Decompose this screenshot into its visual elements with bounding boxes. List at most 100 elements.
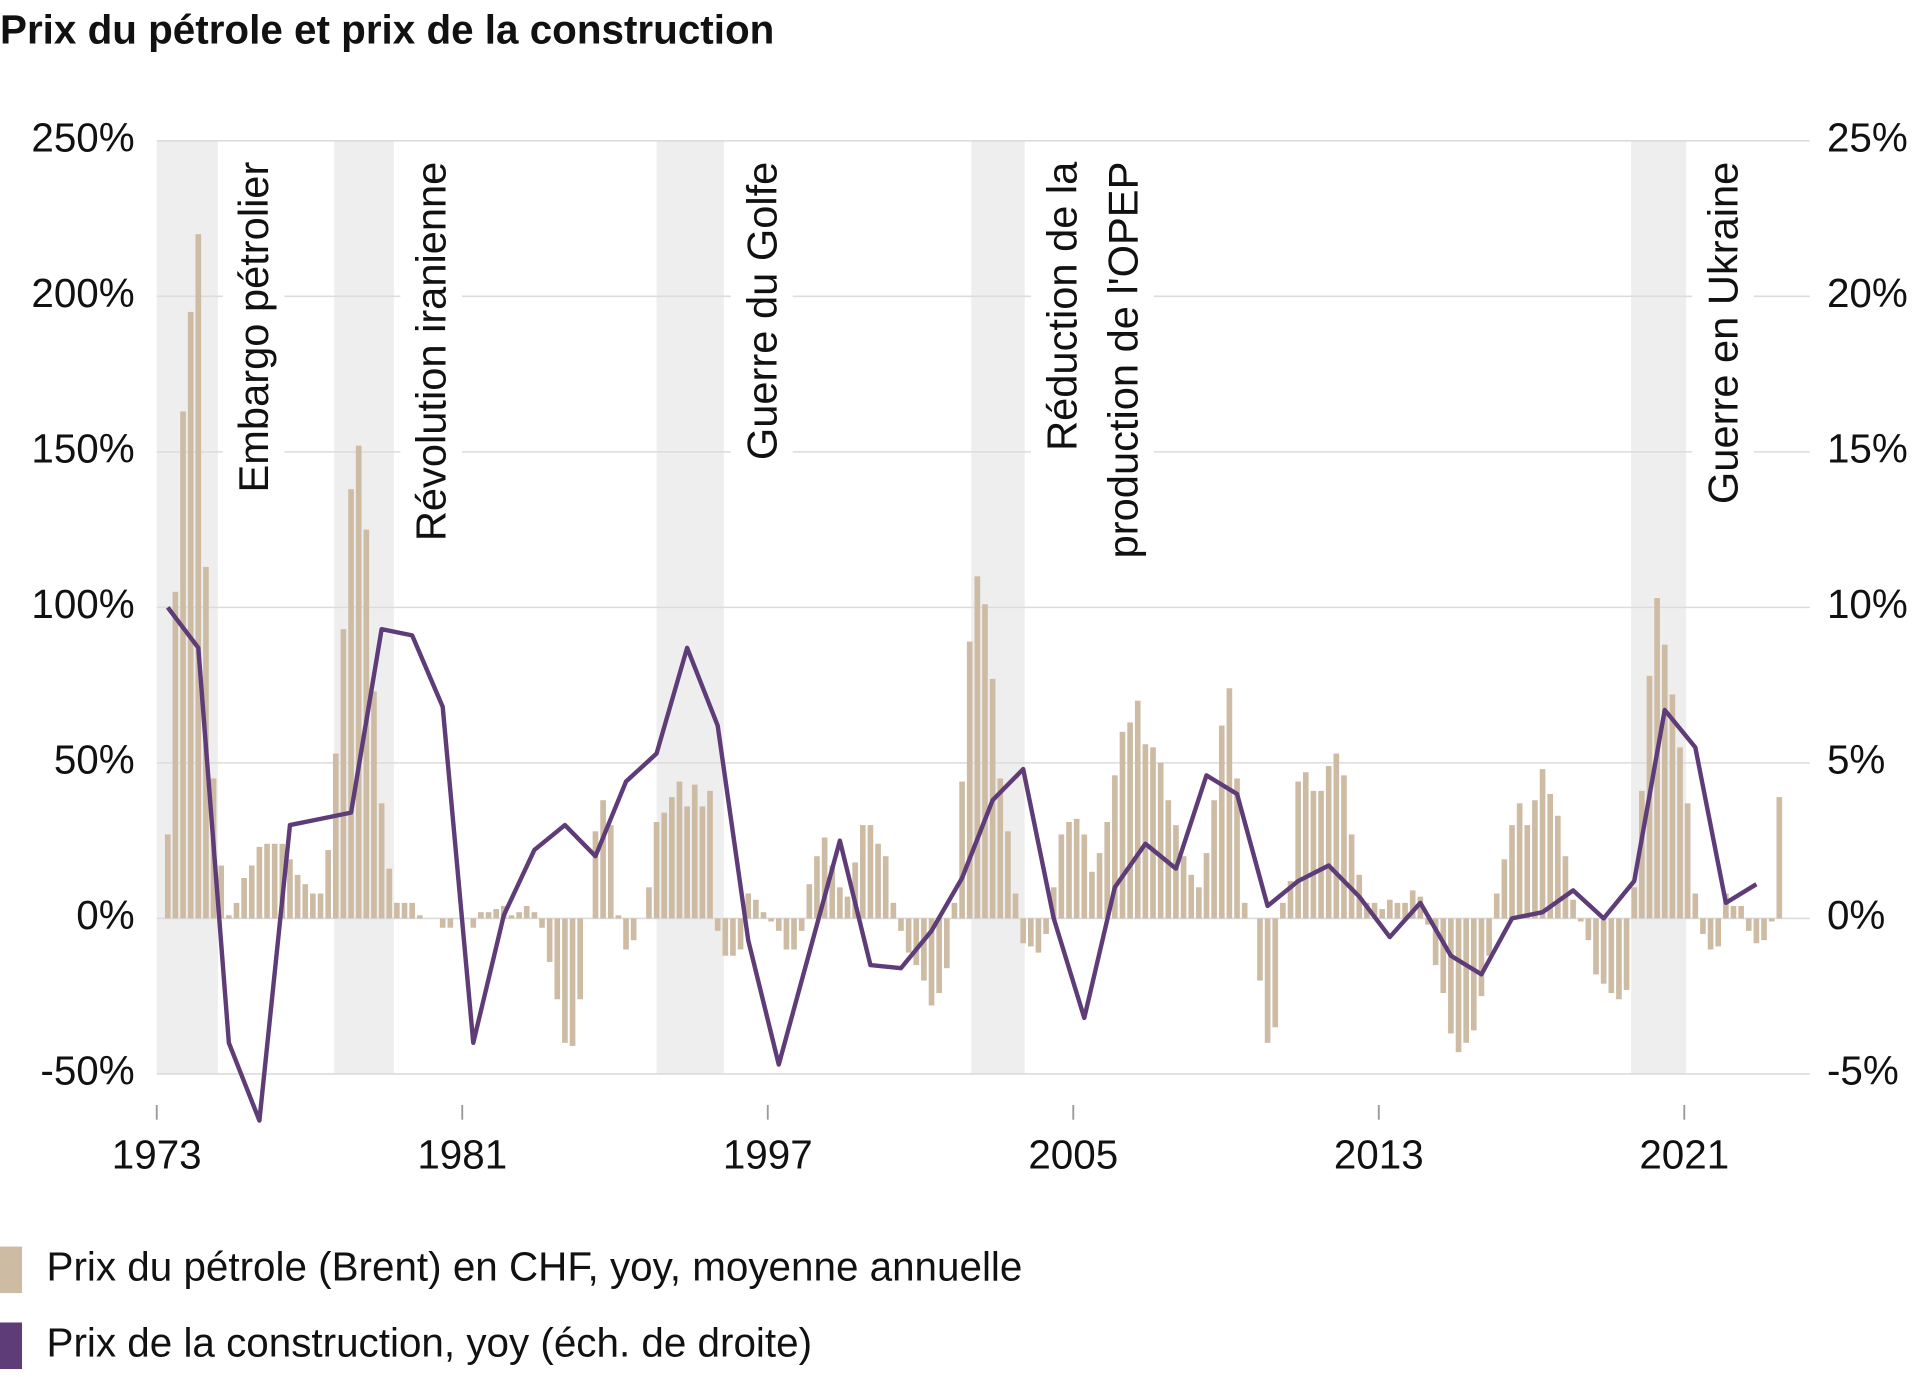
bar: [882, 856, 889, 919]
bar: [1333, 753, 1340, 919]
bar: [1768, 918, 1775, 922]
bar: [1585, 918, 1592, 941]
bar: [1715, 918, 1722, 947]
bar: [943, 918, 950, 969]
bar: [546, 918, 553, 962]
bar: [1501, 859, 1508, 919]
y-tick-label: 0%: [76, 892, 134, 938]
annotation: Révolution iranienne: [400, 149, 463, 554]
bar: [669, 797, 675, 919]
bar: [1295, 781, 1301, 919]
bar: [1234, 778, 1240, 919]
bar: [294, 874, 301, 919]
bar: [1150, 747, 1156, 919]
bar: [1134, 700, 1141, 919]
bar: [1539, 769, 1546, 919]
y2-tick-label: 20%: [1827, 270, 1908, 316]
bar: [1616, 918, 1622, 1000]
bar: [271, 843, 278, 919]
bar: [1066, 821, 1072, 919]
bar: [493, 909, 499, 919]
bar: [1180, 856, 1187, 919]
y2-tick-label: 5%: [1827, 737, 1885, 783]
bar: [646, 887, 652, 919]
annotation-bg: [730, 149, 793, 473]
bar: [814, 856, 820, 919]
bar: [287, 859, 293, 919]
legend-swatch: [0, 1246, 23, 1294]
bar: [1738, 905, 1744, 919]
bar: [1226, 688, 1233, 919]
bar: [1639, 790, 1645, 919]
annotation: Guerre du Golfe: [730, 149, 793, 473]
bar: [394, 902, 400, 919]
bar: [936, 918, 942, 994]
bar: [997, 778, 1004, 919]
y-tick-label: 100%: [31, 581, 134, 627]
bar: [1012, 893, 1019, 919]
bar: [615, 915, 622, 919]
bar: [508, 915, 515, 919]
bar: [859, 825, 866, 919]
bar: [1272, 918, 1279, 1028]
bar: [1005, 831, 1011, 919]
bar: [1112, 775, 1118, 919]
bar: [714, 918, 721, 931]
bar: [1730, 905, 1737, 919]
bar: [753, 899, 759, 919]
bar: [401, 902, 408, 919]
bar: [1478, 918, 1485, 997]
bar: [653, 821, 660, 919]
annotation-bg: [1030, 148, 1093, 464]
bar: [951, 902, 958, 919]
bar: [1188, 874, 1195, 919]
bar: [959, 781, 965, 919]
bar: [1394, 902, 1401, 919]
bar: [1173, 825, 1179, 919]
bar: [1509, 825, 1515, 919]
annotation-bg: [1692, 149, 1754, 517]
bar: [1524, 825, 1531, 919]
bar: [378, 803, 385, 919]
bar: [264, 843, 270, 919]
bar: [1104, 821, 1111, 919]
bar: [1684, 803, 1691, 919]
bar: [791, 918, 797, 950]
bar: [898, 918, 904, 931]
bar: [531, 912, 538, 919]
annotation-text: Guerre en Ukraine: [1700, 162, 1747, 504]
bar: [1050, 887, 1057, 919]
bar: [722, 918, 729, 956]
x-tick-label: 2021: [1639, 1131, 1729, 1177]
y-tick-label: 200%: [31, 270, 134, 316]
legend-label: Prix du pétrole (Brent) en CHF, yoy, moy…: [47, 1243, 1023, 1289]
bar: [1386, 899, 1393, 919]
bar: [1516, 803, 1523, 919]
annotation: Embargo pétrolier: [222, 149, 285, 505]
bar: [539, 918, 545, 928]
bar: [829, 865, 836, 919]
bar: [1486, 918, 1492, 956]
bar: [1287, 881, 1294, 919]
bar: [226, 915, 232, 919]
bar: [371, 691, 377, 919]
bar: [172, 591, 179, 919]
bar: [1669, 694, 1676, 919]
y2-tick-label: 15%: [1827, 426, 1908, 472]
bar: [241, 877, 247, 919]
annotation-text: Révolution iranienne: [408, 162, 455, 542]
bar: [1371, 902, 1378, 919]
bar: [607, 825, 614, 919]
bar: [1257, 918, 1263, 981]
bar: [1196, 887, 1202, 919]
bar: [248, 865, 255, 919]
bar: [760, 912, 767, 919]
bar: [470, 918, 477, 928]
bar: [569, 918, 576, 1046]
bar: [1631, 887, 1638, 919]
bar: [439, 918, 446, 928]
bar: [577, 918, 584, 1000]
bar: [1119, 731, 1126, 919]
y-tick-label: -50%: [40, 1048, 134, 1094]
